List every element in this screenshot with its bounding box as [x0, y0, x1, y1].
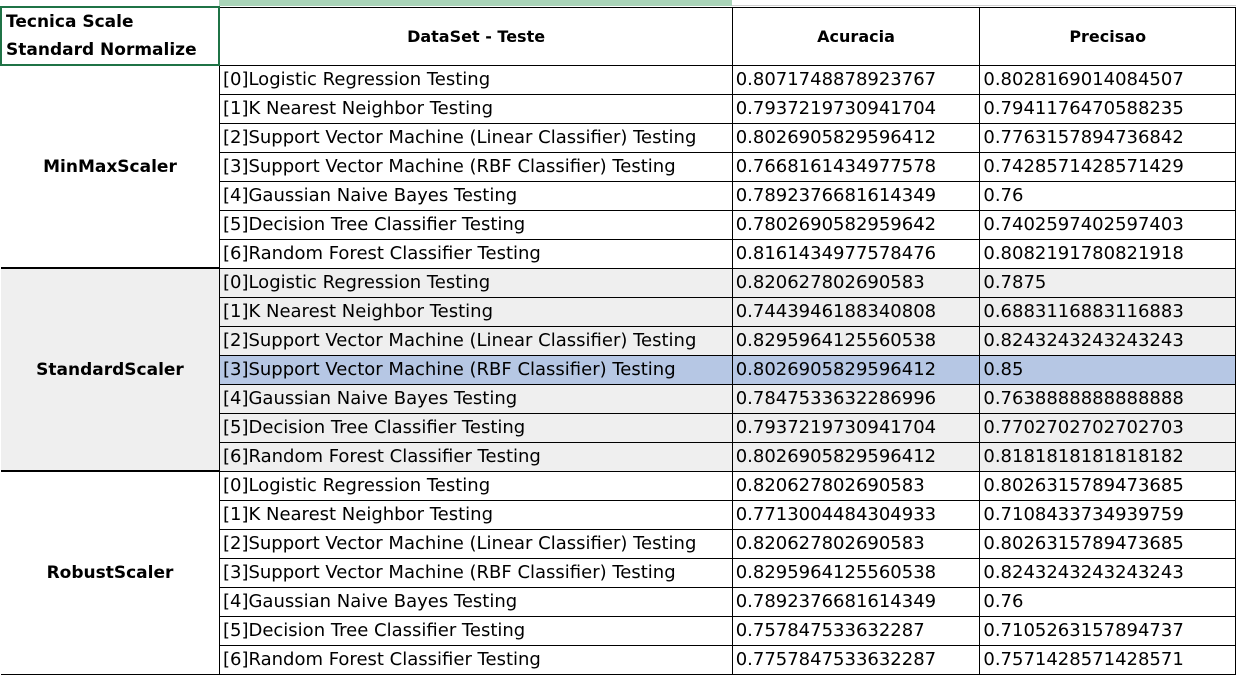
model-cell[interactable]: [3]Support Vector Machine (RBF Classifie…: [218, 151, 733, 182]
precision-cell[interactable]: 0.8243243243243243: [979, 557, 1236, 588]
scaler-group-cell[interactable]: RobustScaler: [1, 470, 220, 675]
accuracy-cell[interactable]: 0.8161434977578476: [731, 238, 981, 269]
precision-cell[interactable]: 0.8028169014084507: [979, 64, 1236, 95]
accuracy-header-cell[interactable]: Acuracia: [731, 6, 981, 66]
model-cell[interactable]: [0]Logistic Regression Testing: [218, 267, 733, 298]
precision-cell[interactable]: 0.7108433734939759: [979, 499, 1236, 530]
model-cell[interactable]: [5]Decision Tree Classifier Testing: [218, 209, 733, 240]
precision-cell[interactable]: 0.7763157894736842: [979, 122, 1236, 153]
corner-header-cell[interactable]: Tecnica Scale Standard Normalize: [0, 6, 221, 66]
accuracy-cell[interactable]: 0.7892376681614349: [731, 586, 981, 617]
model-cell[interactable]: [6]Random Forest Classifier Testing: [218, 238, 733, 269]
accuracy-cell[interactable]: 0.8026905829596412: [731, 441, 981, 472]
accuracy-cell[interactable]: 0.7443946188340808: [731, 296, 981, 327]
model-cell[interactable]: [2]Support Vector Machine (Linear Classi…: [218, 325, 733, 356]
precision-cell[interactable]: 0.7702702702702703: [979, 412, 1236, 443]
precision-cell[interactable]: 0.6883116883116883: [979, 296, 1236, 327]
precision-cell[interactable]: 0.7571428571428571: [979, 644, 1236, 675]
model-cell[interactable]: [5]Decision Tree Classifier Testing: [218, 412, 733, 443]
accuracy-cell[interactable]: 0.8026905829596412: [731, 354, 981, 385]
accuracy-cell[interactable]: 0.8295964125560538: [731, 557, 981, 588]
table-row: [6]Random Forest Classifier Testing 0.775…: [1, 644, 1236, 675]
model-cell[interactable]: [0]Logistic Regression Testing: [218, 470, 733, 501]
precision-cell[interactable]: 0.76: [979, 180, 1236, 211]
model-cell[interactable]: [3]Support Vector Machine (RBF Classifie…: [218, 557, 733, 588]
precision-cell[interactable]: 0.8026315789473685: [979, 470, 1236, 501]
model-cell[interactable]: [4]Gaussian Naive Bayes Testing: [218, 383, 733, 414]
table-row: [1]K Nearest Neighbor Testing 0.771300448…: [1, 499, 1236, 530]
precision-cell[interactable]: 0.7105263157894737: [979, 615, 1236, 646]
precision-cell[interactable]: 0.7941176470588235: [979, 93, 1236, 124]
model-cell[interactable]: [2]Support Vector Machine (Linear Classi…: [218, 122, 733, 153]
model-cell[interactable]: [1]K Nearest Neighbor Testing: [218, 93, 733, 124]
accuracy-cell[interactable]: 0.820627802690583: [731, 267, 981, 298]
accuracy-cell[interactable]: 0.7892376681614349: [731, 180, 981, 211]
model-cell[interactable]: [4]Gaussian Naive Bayes Testing: [218, 586, 733, 617]
precision-cell[interactable]: 0.7875: [979, 267, 1236, 298]
precision-cell[interactable]: 0.7402597402597403: [979, 209, 1236, 240]
accuracy-cell[interactable]: 0.7668161434977578: [731, 151, 981, 182]
results-body: MinMaxScaler [0]Logistic Regression Testi…: [1, 64, 1236, 675]
table-row: [2]Support Vector Machine (Linear Classi…: [1, 122, 1236, 153]
model-cell[interactable]: [5]Decision Tree Classifier Testing: [218, 615, 733, 646]
table-row: [4]Gaussian Naive Bayes Testing 0.7847533…: [1, 383, 1236, 414]
table-row: [5]Decision Tree Classifier Testing 0.793…: [1, 412, 1236, 443]
model-cell[interactable]: [4]Gaussian Naive Bayes Testing: [218, 180, 733, 211]
table-row: [2]Support Vector Machine (Linear Classi…: [1, 325, 1236, 356]
accuracy-cell[interactable]: 0.7802690582959642: [731, 209, 981, 240]
model-cell[interactable]: [1]K Nearest Neighbor Testing: [218, 499, 733, 530]
accuracy-cell[interactable]: 0.820627802690583: [731, 470, 981, 501]
accuracy-cell[interactable]: 0.7757847533632287: [731, 644, 981, 675]
precision-cell[interactable]: 0.76: [979, 586, 1236, 617]
precision-cell[interactable]: 0.8026315789473685: [979, 528, 1236, 559]
precision-cell[interactable]: 0.85: [979, 354, 1236, 385]
table-row: [5]Decision Tree Classifier Testing 0.780…: [1, 209, 1236, 240]
dataset-header-cell[interactable]: DataSet - Teste: [218, 6, 733, 66]
accuracy-cell[interactable]: 0.8071748878923767: [731, 64, 981, 95]
model-cell[interactable]: [6]Random Forest Classifier Testing: [218, 644, 733, 675]
accuracy-cell[interactable]: 0.820627802690583: [731, 528, 981, 559]
precision-cell[interactable]: 0.7638888888888888: [979, 383, 1236, 414]
selected-column-header-strip[interactable]: [219, 0, 732, 6]
accuracy-cell[interactable]: 0.757847533632287: [731, 615, 981, 646]
table-row: [4]Gaussian Naive Bayes Testing 0.7892376…: [1, 586, 1236, 617]
table-row: MinMaxScaler [0]Logistic Regression Testi…: [1, 64, 1236, 269]
accuracy-cell[interactable]: 0.8295964125560538: [731, 325, 981, 356]
precision-cell[interactable]: 0.8243243243243243: [979, 325, 1236, 356]
table-row: [3]Support Vector Machine (RBF Classifie…: [1, 354, 1236, 385]
column-header-strip[interactable]: [732, 0, 1236, 6]
precision-cell[interactable]: 0.8181818181818182: [979, 441, 1236, 472]
model-cell[interactable]: [6]Random Forest Classifier Testing: [218, 441, 733, 472]
accuracy-cell[interactable]: 0.8026905829596412: [731, 122, 981, 153]
table-row: [3]Support Vector Machine (RBF Classifie…: [1, 557, 1236, 588]
accuracy-cell[interactable]: 0.7937219730941704: [731, 93, 981, 124]
table-row: [1]K Nearest Neighbor Testing 0.744394618…: [1, 296, 1236, 327]
precision-cell[interactable]: 0.8082191780821918: [979, 238, 1236, 269]
table-row: [4]Gaussian Naive Bayes Testing 0.7892376…: [1, 180, 1236, 211]
table-row: StandardScaler [0]Logistic Regression Tes…: [1, 267, 1236, 472]
model-cell[interactable]: [1]K Nearest Neighbor Testing: [218, 296, 733, 327]
scaler-group-cell[interactable]: MinMaxScaler: [1, 64, 220, 269]
table-row: [6]Random Forest Classifier Testing 0.816…: [1, 238, 1236, 269]
results-table: Tecnica Scale Standard Normalize DataSet…: [0, 6, 1236, 675]
header-row: Tecnica Scale Standard Normalize DataSet…: [0, 6, 1236, 66]
accuracy-cell[interactable]: 0.7847533632286996: [731, 383, 981, 414]
accuracy-cell[interactable]: 0.7937219730941704: [731, 412, 981, 443]
table-row: [5]Decision Tree Classifier Testing 0.757…: [1, 615, 1236, 646]
model-cell[interactable]: [0]Logistic Regression Testing: [218, 64, 733, 95]
precision-header-cell[interactable]: Precisao: [979, 6, 1236, 66]
model-cell[interactable]: [2]Support Vector Machine (Linear Classi…: [218, 528, 733, 559]
accuracy-cell[interactable]: 0.7713004484304933: [731, 499, 981, 530]
scaler-group-cell[interactable]: StandardScaler: [1, 267, 220, 472]
table-row: RobustScaler [0]Logistic Regression Testi…: [1, 470, 1236, 675]
precision-cell[interactable]: 0.7428571428571429: [979, 151, 1236, 182]
model-cell[interactable]: [3]Support Vector Machine (RBF Classifie…: [218, 354, 733, 385]
